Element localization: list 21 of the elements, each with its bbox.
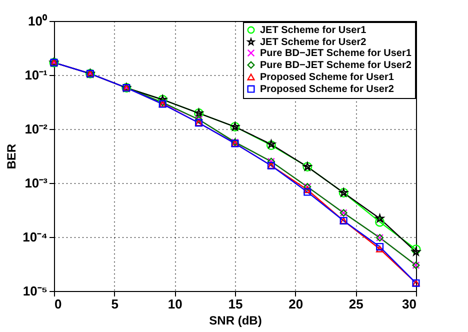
- y-tick-label: 10⁻⁵: [22, 284, 48, 298]
- x-tick-label: 5: [111, 296, 118, 312]
- y-tick-label: 10⁻¹: [24, 68, 48, 82]
- legend-label: Proposed Scheme for User1: [260, 72, 394, 83]
- legend-label: JET Scheme for User1: [260, 25, 367, 36]
- y-tick-label: 10⁻⁴: [22, 230, 48, 244]
- x-tick-label: 25: [348, 296, 364, 312]
- x-tick-label: 15: [228, 296, 243, 312]
- x-tick-label: 30: [402, 296, 416, 312]
- y-axis-title: BER: [4, 144, 19, 170]
- y-tick-label: 10⁻³: [24, 176, 48, 190]
- x-axis-title: SNR (dB): [209, 314, 262, 328]
- x-tick-label: 0: [54, 296, 62, 312]
- x-tick-label: 10: [168, 296, 182, 312]
- x-tick-label: 20: [288, 296, 304, 312]
- legend-label: Pure BD−JET Scheme for User2: [260, 60, 412, 71]
- y-tick-label: 10⁻²: [24, 122, 48, 136]
- legend-label: JET Scheme for User2: [260, 37, 367, 48]
- legend-label: Proposed Scheme for User2: [260, 84, 394, 95]
- y-tick-label: 10⁰: [28, 14, 48, 28]
- legend-label: Pure BD−JET Scheme for User1: [260, 48, 412, 59]
